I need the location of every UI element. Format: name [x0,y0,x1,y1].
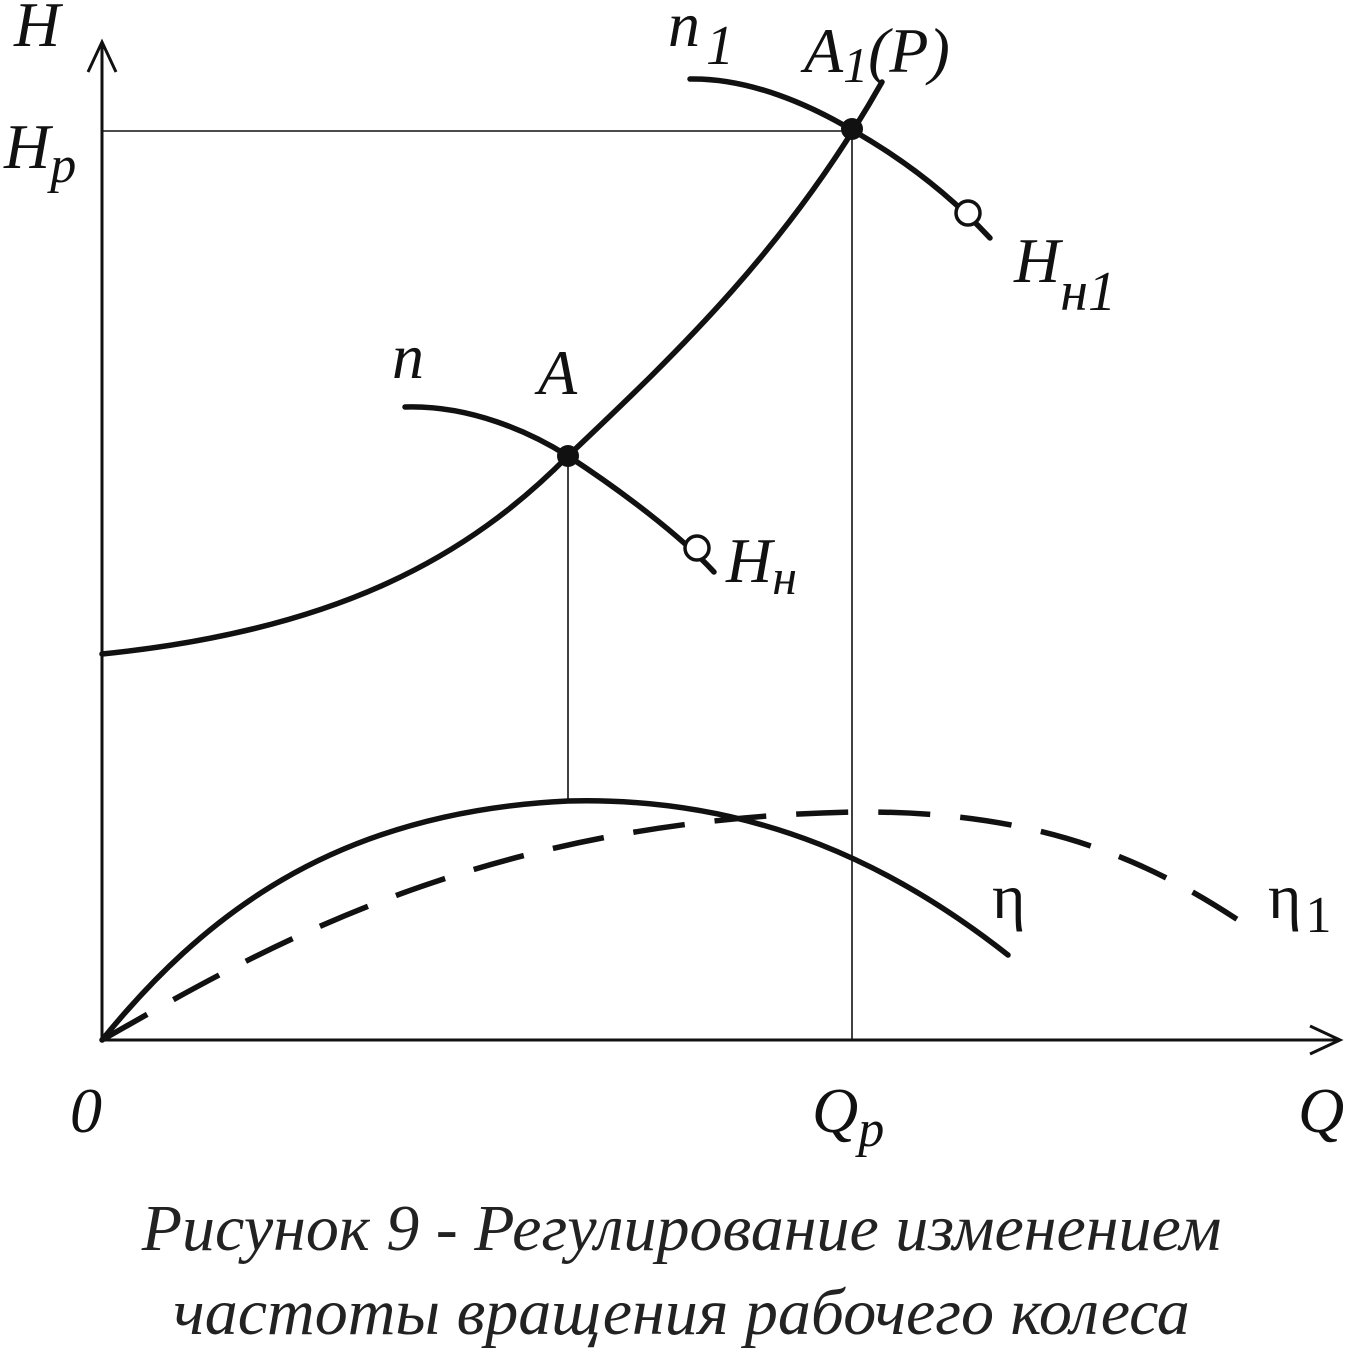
hp-label: Hp [3,111,76,194]
hn1-label: Hн1 [1013,225,1116,323]
caption-line-1: Рисунок 9 - Регулирование изменением [141,1192,1222,1265]
operating-point-a1 [841,118,863,140]
point-a-label: A [534,337,578,408]
pump-curve-n1 [687,76,993,241]
hn-label: Hн [725,525,797,605]
hn-marker [683,534,711,562]
n-label: n [392,321,424,392]
qp-label: Qp [812,1075,884,1158]
efficiency-curve-eta [99,798,1011,1043]
x-axis-arrow [1309,1024,1344,1056]
eta1-label: η1 [1268,861,1331,944]
x-axis-label: Q [1298,1075,1344,1146]
y-axis-label: H [13,0,64,60]
origin-label: 0 [70,1075,102,1146]
eta-label: η [992,861,1025,932]
caption-line-2: частоты вращения рабочего колеса [173,1276,1190,1349]
operating-point-a [557,445,579,467]
hn1-marker [954,199,982,227]
y-axis-arrow [86,38,118,73]
efficiency-curve-eta1 [100,809,1252,1043]
point-a1-label: A1(P) [800,15,950,93]
